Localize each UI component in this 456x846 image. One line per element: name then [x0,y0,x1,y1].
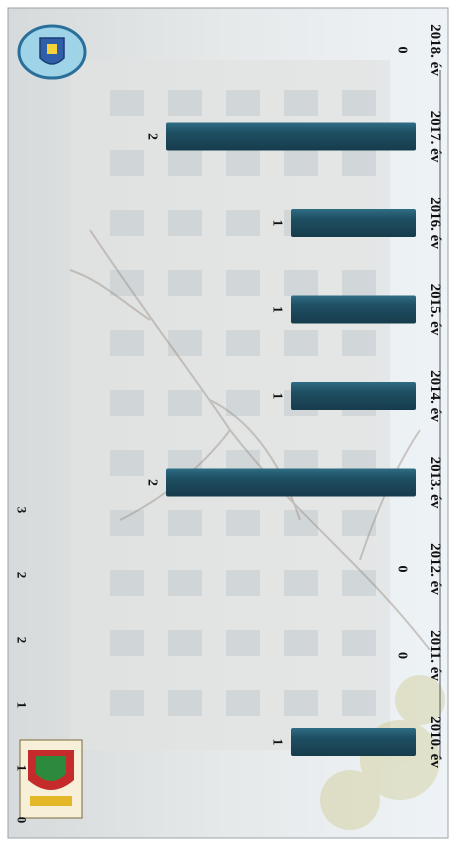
category-label: 2017. év [427,111,443,163]
data-label: 1 [270,220,285,227]
bar-2014 [291,382,416,410]
background-window [226,270,260,296]
value-tick-label: 2 [15,637,30,644]
background-window [342,570,376,596]
background-window [226,630,260,656]
data-label: 1 [270,393,285,400]
category-label: 2013. év [427,457,443,509]
bar-2013 [166,468,416,497]
data-labels: 1 0 0 2 1 1 1 2 0 [145,47,410,746]
background-window [226,210,260,236]
bar-2010 [291,728,416,756]
background-window [168,270,202,296]
data-label: 0 [395,47,410,54]
data-label: 2 [145,133,160,140]
background-window [342,690,376,716]
background-window [284,510,318,536]
background-window [284,90,318,116]
value-tick-label: 2 [15,572,30,579]
background-window [284,150,318,176]
background-window [226,150,260,176]
shield-crest-logo [17,24,87,80]
background-window [110,450,144,476]
background-window [342,150,376,176]
background-window [110,630,144,656]
background-window [226,690,260,716]
category-label: 2018. év [427,24,443,76]
background-window [342,630,376,656]
background-window [284,570,318,596]
background-window [284,330,318,356]
value-tick-label: 1 [15,702,30,709]
background-window [168,630,202,656]
background-window [168,210,202,236]
background-window [168,510,202,536]
background-window [226,90,260,116]
background-window [168,330,202,356]
value-tick-label: 1 [15,765,30,772]
background-window [110,390,144,416]
category-labels: 2010. év 2011. év 2012. év 2013. év 2014. év… [427,24,443,768]
background-window [342,330,376,356]
bar-2017 [166,122,416,151]
background-window [110,150,144,176]
background-window [168,90,202,116]
background-window [284,270,318,296]
background-window [110,330,144,356]
value-tick-label: 3 [15,507,30,514]
background-window [168,390,202,416]
background-window [226,510,260,536]
bar-2016 [291,209,416,237]
category-label: 2015. év [427,284,443,336]
data-label: 0 [395,652,410,659]
data-label: 1 [270,739,285,746]
category-label: 2014. év [427,370,443,422]
bar-2015 [291,295,416,324]
value-tick-label: 0 [15,817,30,824]
background-window [226,330,260,356]
background-window [110,210,144,236]
background-window [342,270,376,296]
background-window [110,510,144,536]
background-window [342,510,376,536]
background-window [226,390,260,416]
data-label: 0 [395,566,410,573]
background-window [342,90,376,116]
category-label: 2016. év [427,197,443,249]
background-window [110,90,144,116]
background-window [110,570,144,596]
background-window [284,690,318,716]
bars [166,122,416,756]
school-crest-logo [19,739,83,819]
background-window [110,270,144,296]
category-label: 2012. év [427,543,443,595]
data-label: 2 [145,479,160,486]
category-label: 2011. év [427,630,443,681]
data-label: 1 [270,306,285,313]
value-ticks: 0 1 1 2 2 3 [15,507,30,824]
background-window [284,630,318,656]
category-label: 2010. év [427,716,443,768]
background-window [110,690,144,716]
background-window [226,570,260,596]
background-window [168,570,202,596]
background-window [168,690,202,716]
background-window [168,150,202,176]
